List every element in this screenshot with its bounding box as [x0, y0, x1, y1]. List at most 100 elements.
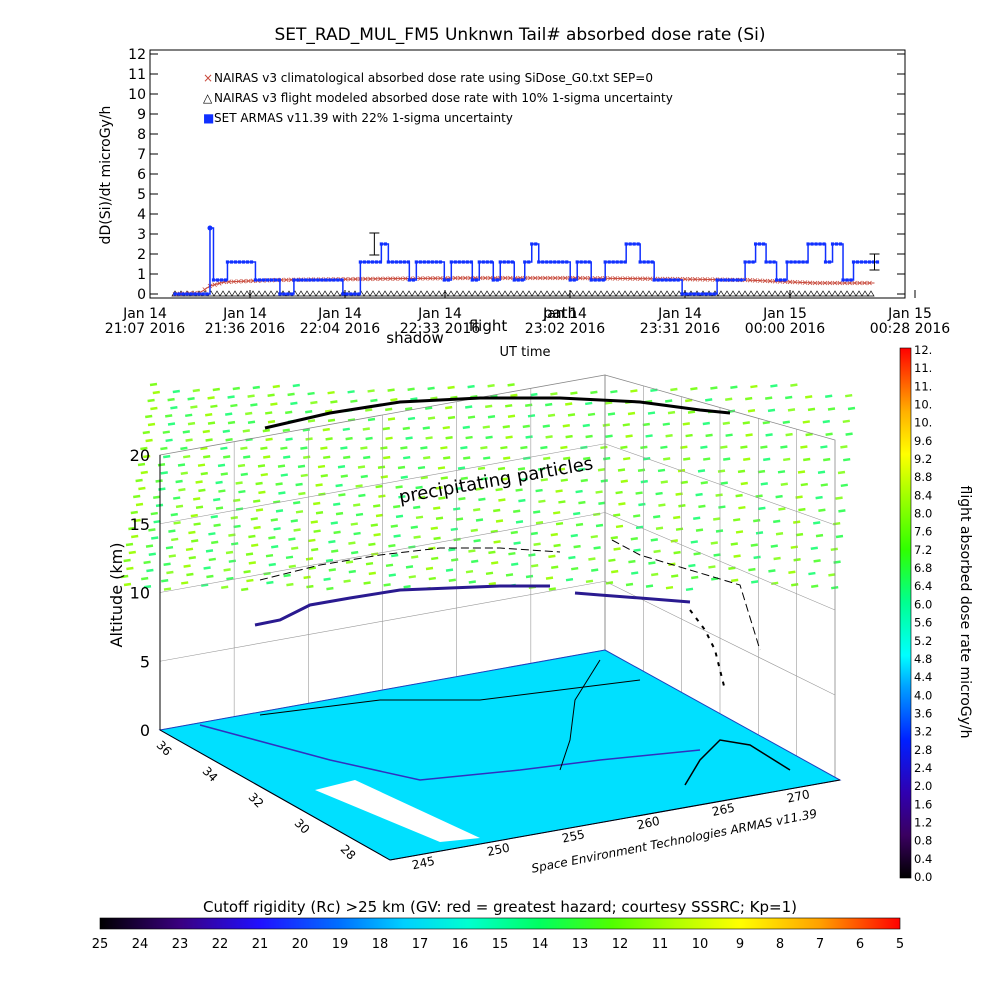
armas-marker	[286, 292, 290, 296]
dose-field-mark	[508, 551, 516, 556]
climatological-marker	[343, 276, 348, 282]
dose-field-mark	[705, 433, 713, 438]
dose-field-mark	[325, 409, 333, 413]
dose-field-mark	[638, 502, 646, 507]
y-tick-label: 3	[137, 227, 146, 243]
dose-field-mark	[365, 436, 373, 441]
armas-marker	[345, 292, 349, 296]
dose-field-mark	[347, 418, 356, 422]
armas-marker	[660, 278, 664, 282]
dose-field-mark	[445, 568, 454, 572]
dose-field-mark	[280, 446, 288, 450]
dose-field-mark	[835, 534, 844, 539]
dose-field-mark	[725, 433, 733, 437]
armas-marker	[418, 260, 422, 264]
dose-field-mark	[200, 446, 208, 451]
climatological-marker	[547, 275, 553, 281]
dose-colorbar-tick: 3.2	[914, 725, 932, 739]
dose-field-mark	[665, 585, 674, 590]
dose-field-mark	[528, 553, 536, 557]
dose-field-mark	[823, 457, 831, 462]
dose-field-mark	[635, 491, 643, 495]
dose-field-mark	[357, 465, 366, 469]
dose-field-mark	[243, 570, 251, 574]
dose-field-mark	[520, 445, 528, 450]
flight-model-marker	[315, 290, 323, 297]
dose-field-mark	[735, 530, 744, 534]
dose-field-mark	[708, 565, 716, 569]
dose-field-mark	[273, 527, 281, 531]
dose-field-mark	[367, 417, 376, 422]
dose-field-mark	[293, 528, 301, 532]
armas-marker	[402, 260, 406, 264]
dose-field-mark	[673, 515, 681, 520]
dose-field-mark	[183, 564, 191, 568]
armas-marker	[751, 260, 755, 264]
dose-colorbar-tick: 8.0	[914, 507, 932, 521]
flight-model-marker	[453, 290, 461, 297]
dose-field-mark	[482, 425, 490, 429]
dose-field-mark	[150, 511, 158, 516]
climatological-marker	[697, 277, 703, 282]
lon-tick-label: 260	[636, 814, 661, 832]
flight-model-marker	[831, 290, 839, 297]
dose-field-mark	[310, 520, 318, 524]
dose-field-mark	[685, 398, 693, 403]
armas-marker	[316, 278, 320, 282]
armas-marker	[215, 278, 220, 282]
dose-field-mark	[731, 578, 739, 583]
dose-field-mark	[400, 475, 408, 479]
dose-field-mark	[347, 390, 355, 394]
dose-field-mark	[307, 391, 315, 396]
rigidity-colorbar-tick: 14	[532, 937, 549, 952]
armas-marker	[834, 242, 839, 246]
dose-field-mark	[340, 474, 348, 478]
climatological-marker	[807, 280, 813, 286]
dose-field-mark	[507, 383, 515, 387]
dose-field-mark	[797, 470, 806, 474]
dose-field-mark	[315, 483, 323, 487]
dose-field-mark	[363, 455, 371, 460]
dose-field-mark	[440, 446, 448, 450]
armas-marker	[712, 292, 716, 296]
climatological-marker	[762, 278, 768, 284]
dose-colorbar-tick: 9.6	[914, 434, 932, 448]
dose-field-mark	[465, 569, 474, 574]
climatological-marker	[802, 280, 808, 285]
dose-field-mark	[795, 532, 804, 537]
armas-marker	[442, 278, 446, 282]
climatological-marker	[822, 280, 828, 286]
dose-field-mark	[291, 546, 299, 550]
dose-field-mark	[618, 502, 626, 506]
dose-field-mark	[163, 454, 171, 459]
dose-field-mark	[227, 395, 235, 399]
dose-field-mark	[337, 465, 346, 469]
dose-field-mark	[410, 397, 418, 401]
dose-field-mark	[218, 489, 226, 493]
dose-colorbar-tick: 8.4	[914, 488, 932, 502]
rigidity-colorbar-tick: 23	[172, 937, 189, 952]
dose-field-mark	[287, 392, 295, 397]
armas-marker	[579, 260, 583, 264]
dose-field-mark	[253, 499, 261, 503]
dose-field-mark	[505, 404, 513, 408]
armas-marker	[810, 242, 814, 246]
armas-marker	[743, 260, 747, 264]
dose-field-mark	[435, 516, 444, 520]
rigidity-colorbar-tick: 11	[652, 937, 669, 952]
dose-field-mark	[430, 526, 438, 531]
armas-marker	[189, 292, 193, 296]
dose-field-mark	[265, 411, 273, 415]
dose-field-mark	[811, 584, 819, 588]
dose-field-mark	[268, 536, 276, 540]
rigidity-colorbar-tick: 5	[896, 937, 904, 952]
dose-field-mark	[730, 385, 738, 390]
dose-field-mark	[405, 436, 413, 440]
flight-model-marker	[819, 290, 827, 297]
dose-field-mark	[723, 457, 731, 461]
climatological-marker	[532, 275, 538, 281]
armas-marker	[823, 260, 828, 264]
dose-field-mark	[240, 472, 248, 477]
